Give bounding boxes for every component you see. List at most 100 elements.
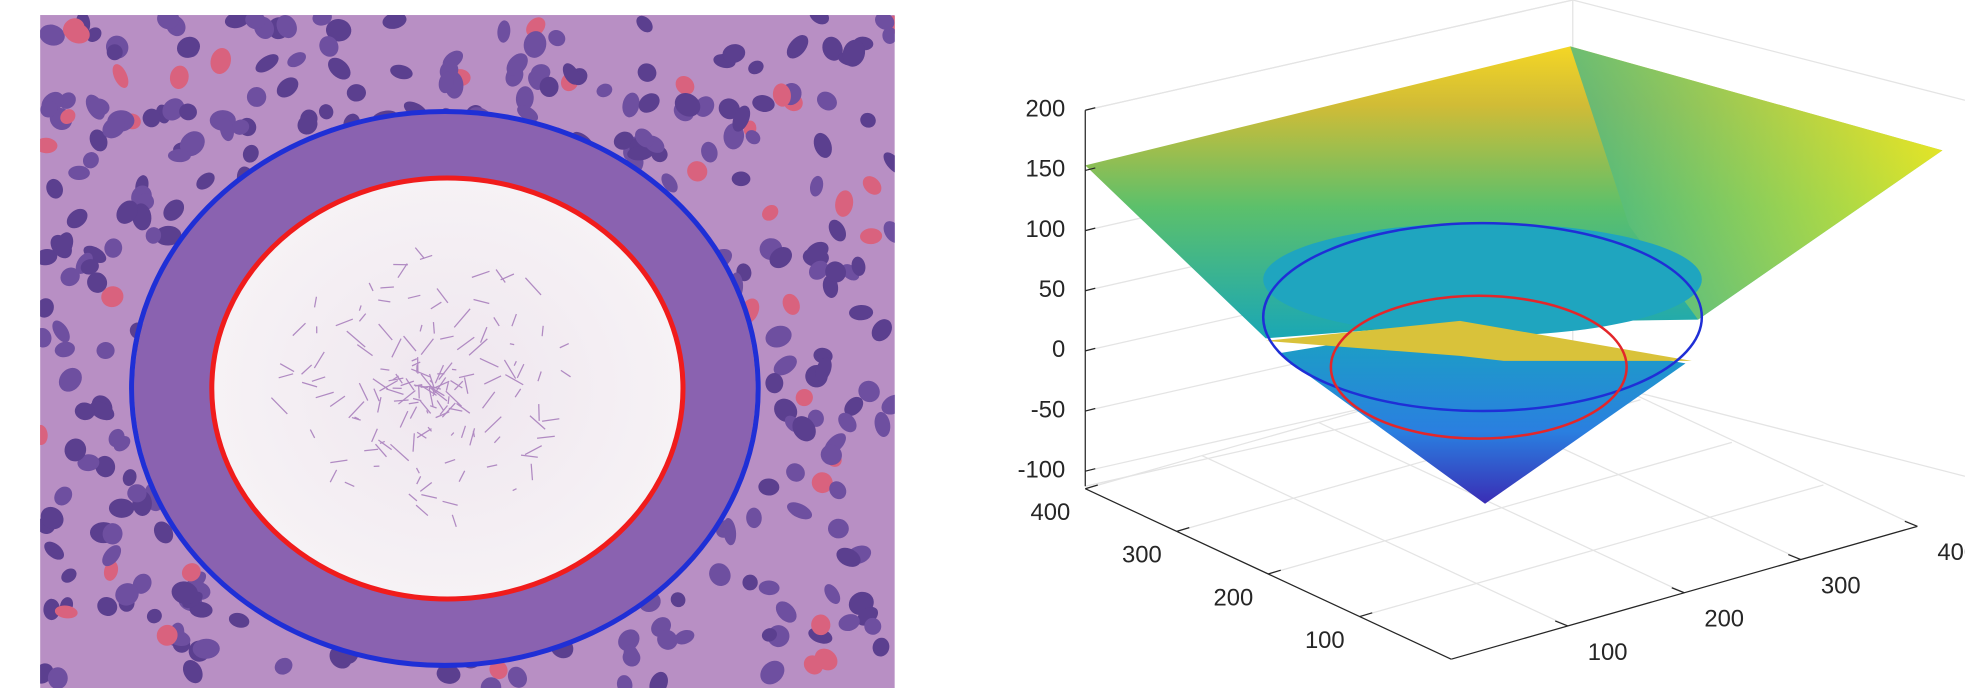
- cell: [54, 486, 73, 506]
- cell: [106, 44, 123, 61]
- cell: [828, 219, 847, 242]
- cell: [66, 208, 88, 229]
- y-axis: [1084, 488, 1452, 660]
- fiber: [315, 391, 334, 399]
- y-tick: [1085, 484, 1098, 490]
- cell: [40, 100, 58, 118]
- fiber: [415, 504, 429, 517]
- cell: [765, 325, 792, 348]
- cell: [40, 249, 58, 266]
- cell: [723, 517, 737, 546]
- fiber: [348, 401, 365, 419]
- cell: [224, 15, 250, 29]
- fiber: [371, 428, 378, 443]
- cell: [104, 238, 123, 258]
- cell: [530, 64, 551, 82]
- fiber: [471, 270, 490, 278]
- z-tick: [1085, 107, 1096, 111]
- cell: [255, 54, 279, 73]
- cell: [864, 617, 882, 635]
- cell: [89, 129, 108, 152]
- cell: [748, 60, 764, 75]
- cell: [860, 112, 876, 128]
- fiber: [480, 326, 488, 343]
- cell: [176, 36, 201, 58]
- cell: [274, 657, 293, 675]
- fiber: [426, 410, 429, 414]
- inner-contour: [209, 175, 686, 602]
- cell: [762, 205, 779, 221]
- fiber: [419, 400, 432, 414]
- cell: [162, 98, 185, 121]
- cell: [115, 583, 139, 606]
- y-tick-label: 200: [1213, 584, 1253, 611]
- fiber: [395, 373, 403, 384]
- cell: [811, 472, 833, 494]
- cell: [718, 98, 740, 120]
- surface-well: [1263, 223, 1702, 336]
- fiber: [511, 313, 517, 327]
- cell: [616, 675, 633, 688]
- fiber: [524, 445, 543, 456]
- fiber: [403, 335, 417, 352]
- cell: [179, 131, 205, 157]
- cell: [882, 27, 895, 44]
- fiber: [560, 369, 571, 378]
- cell: [881, 394, 895, 415]
- cell: [820, 444, 842, 466]
- z-tick: [1085, 407, 1096, 412]
- fiber: [391, 338, 402, 358]
- surface-front-rim: [1265, 320, 1692, 361]
- cell: [835, 190, 854, 217]
- fiber: [351, 416, 361, 421]
- cell: [506, 53, 528, 76]
- cell: [815, 357, 832, 382]
- z-tick: [1085, 227, 1096, 232]
- z-tick-label: -100: [1018, 456, 1066, 483]
- cell: [687, 161, 708, 182]
- cell: [325, 18, 352, 42]
- grid-line: [1085, 0, 1573, 111]
- cell: [871, 319, 892, 342]
- cell: [622, 92, 640, 118]
- fiber: [411, 361, 421, 367]
- fiber: [378, 299, 391, 303]
- grid-line: [1318, 421, 1685, 594]
- cell: [40, 24, 65, 46]
- cell: [192, 638, 220, 659]
- fiber: [450, 380, 463, 389]
- cell: [60, 267, 80, 287]
- cell: [811, 614, 831, 636]
- fiber: [495, 269, 506, 283]
- cell: [146, 608, 162, 624]
- cell: [813, 132, 832, 158]
- contours: [1261, 221, 1704, 440]
- fiber: [513, 360, 517, 366]
- fiber: [412, 397, 422, 402]
- fiber: [505, 374, 524, 386]
- y-tick-label: 300: [1122, 542, 1162, 569]
- y-tick: [1359, 612, 1373, 618]
- z-tick-label: 100: [1025, 216, 1065, 243]
- fiber: [393, 399, 409, 402]
- fiber: [524, 277, 542, 296]
- cell: [862, 176, 882, 195]
- cell: [860, 228, 883, 245]
- fiber: [435, 411, 450, 419]
- fiber: [473, 298, 490, 305]
- cell: [47, 667, 68, 688]
- cell: [438, 71, 454, 94]
- fiber: [329, 469, 338, 483]
- cell: [722, 44, 746, 64]
- fiber: [414, 247, 425, 259]
- cell: [539, 76, 559, 98]
- fiber: [329, 395, 346, 407]
- fiber: [279, 363, 295, 373]
- fiber: [486, 464, 498, 468]
- fiber: [537, 435, 555, 439]
- fiber: [500, 273, 515, 281]
- z-tick-label: 200: [1025, 96, 1065, 123]
- cell: [436, 664, 461, 684]
- cell: [627, 146, 654, 161]
